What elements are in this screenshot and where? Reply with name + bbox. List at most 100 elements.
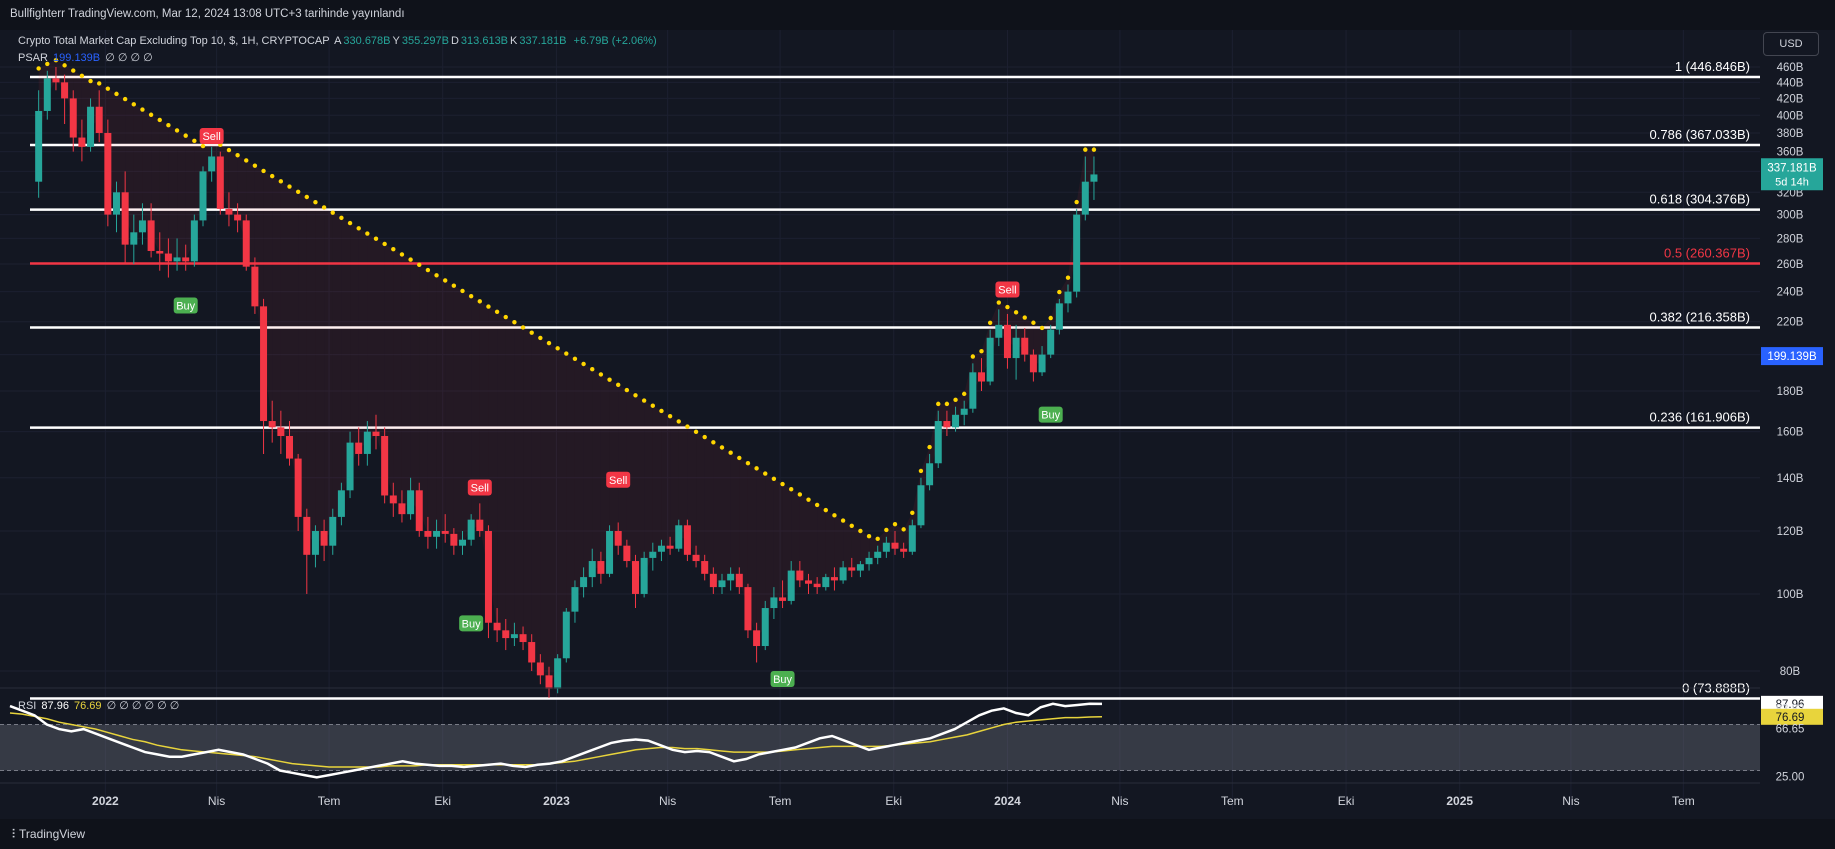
candle-body [649,551,657,558]
candle [718,573,726,594]
ohlc-label: K [510,35,518,47]
psar-dot [737,455,742,461]
psar-shade [635,395,645,578]
candle-body [467,519,475,540]
price-tick: 420B [1777,93,1804,105]
psar-dot [399,252,405,257]
chart-svg[interactable]: 1 (446.846B) 0.786 (367.033B) 0.618 (304.3… [0,30,1835,849]
psar-shade [834,515,844,579]
psar-shade [955,393,965,422]
footer: ⫶ TradingView [0,819,1835,849]
candle-body [510,634,518,639]
time-tick: Nis [208,794,225,808]
psar-shade [661,410,671,549]
psar-dot [356,226,361,231]
time-tick: Tem [318,794,341,808]
buy-signal: Buy [459,615,484,632]
candle [865,551,873,571]
psar-dot [728,450,733,455]
candle-body [874,551,882,558]
psar-dot [183,133,188,138]
candle [87,98,95,152]
psar-dot [711,440,716,445]
candle [286,421,293,466]
candle [926,453,934,491]
rsi-ma-value: 76.69 [74,700,102,712]
psar-label: PSAR [18,52,48,64]
psar-dot [529,330,534,335]
candle [225,192,233,227]
candle-body [164,253,172,262]
candle-body [459,539,466,546]
candle [355,427,363,466]
psar-shade [687,426,697,558]
psar-shade [332,212,342,531]
publish-bar: Bullfighterr TradingView.com, Mar 12, 20… [0,0,1835,30]
rsi-tick: 87.96 [1776,699,1805,711]
candle-body [969,372,977,409]
candle-body [926,463,934,486]
candle [986,329,994,386]
price-tick: 80B [1780,666,1801,678]
candle [43,70,51,120]
candle-body [588,561,596,578]
psar-dot [408,257,413,262]
candle [78,119,86,162]
psar-dot [460,288,465,294]
candle [467,514,475,546]
psar-dot [771,476,777,482]
candle [727,567,735,591]
candle-body [657,545,665,552]
candle [943,410,951,436]
candle-body [787,570,795,601]
candle-body [692,554,700,562]
candle-body [337,490,345,517]
psar-dot [789,487,794,492]
price-change: +6.79B (+2.06%) [573,35,657,47]
psar-shade [350,223,359,466]
candle-body [69,98,77,138]
psar-shade [1024,317,1034,364]
psar-dot [174,128,180,133]
publisher-info: Bullfighterr TradingView.com, Mar 12, 20… [10,8,405,20]
candle [882,536,890,558]
candle-body [1090,174,1098,182]
candle [805,573,812,594]
currency-button[interactable]: USD [1763,32,1819,56]
psar-dot [1065,275,1071,280]
candle [597,551,605,584]
rsi-pane [0,687,1760,779]
candle [415,482,423,537]
psar-dot [192,138,197,144]
psar-shade [376,238,385,465]
candle-body [303,516,311,555]
psar-dot [667,413,673,419]
candle-body [407,490,415,515]
psar-dot [252,163,258,168]
candle-body [709,573,717,588]
candle-body [320,530,328,546]
sell-signal: Sell [199,128,224,145]
psar-shade [116,93,126,218]
psar-shade [782,484,792,600]
last-price-badge [1761,158,1823,191]
candle-body [294,458,302,517]
fib-label: 1 (446.846B) [1675,59,1750,74]
psar-dot [797,492,803,497]
signal-badge [467,479,492,496]
psar-dot [295,189,301,194]
candle [709,567,717,594]
candle [900,542,908,558]
psar-shade [799,494,809,583]
candle-body [640,557,648,594]
candle [960,400,968,426]
candle [104,119,112,227]
psar-shade [739,457,748,609]
candle-body [190,220,198,262]
rsi-ma-badge [1761,708,1823,725]
psar-shade [756,468,766,639]
psar-dot [927,444,932,450]
candle [666,536,674,555]
signal-label: Buy [1041,410,1060,422]
psar-shade [453,285,463,543]
